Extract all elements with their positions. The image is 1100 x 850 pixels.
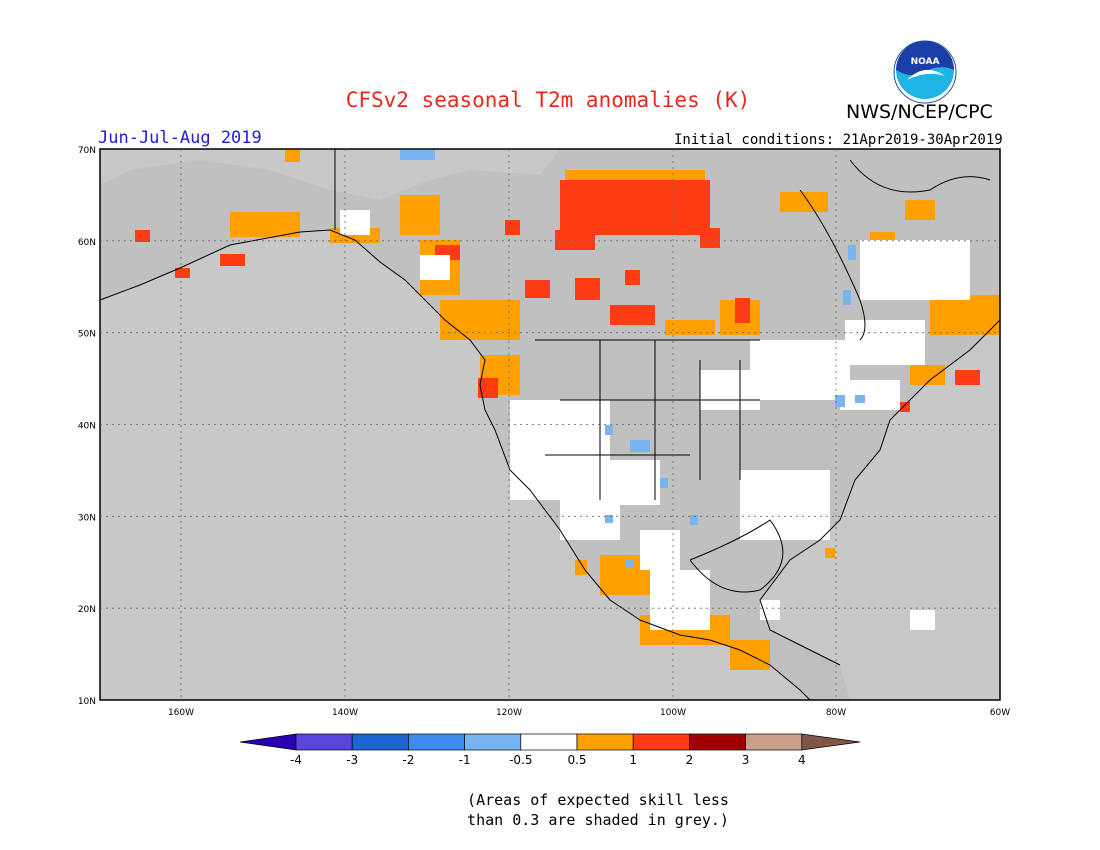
graticule bbox=[100, 149, 1000, 700]
longitude-labels: 160W 140W 120W 100W 80W 60W bbox=[168, 708, 1010, 718]
anomaly-cell bbox=[860, 240, 970, 300]
anomaly-cell bbox=[420, 255, 450, 280]
colorbar-segment bbox=[295, 733, 353, 751]
colorbar-label: -0.5 bbox=[509, 753, 532, 767]
lon-label: 100W bbox=[660, 708, 686, 718]
noaa-logo-icon: NOAA bbox=[893, 40, 957, 104]
colorbar-segment bbox=[351, 733, 409, 751]
colorbar-label: 3 bbox=[742, 753, 750, 767]
colorbar-segment bbox=[520, 733, 578, 751]
anomaly-cell bbox=[690, 515, 698, 525]
lat-label: 70N bbox=[78, 146, 96, 156]
season-label: Jun-Jul-Aug 2019 bbox=[98, 128, 262, 148]
anomaly-cell bbox=[855, 395, 865, 403]
lon-label: 80W bbox=[826, 708, 846, 718]
anomaly-cell bbox=[440, 300, 520, 340]
anomaly-cell bbox=[843, 290, 851, 305]
map-title: CFSv2 seasonal T2m anomalies (K) bbox=[345, 88, 751, 112]
anomaly-cell bbox=[285, 150, 300, 162]
anomaly-cell bbox=[220, 254, 245, 266]
anomaly-cells bbox=[135, 150, 1000, 670]
anomaly-cell bbox=[605, 515, 613, 523]
anomaly-cell bbox=[478, 378, 498, 398]
anomaly-cell bbox=[700, 228, 720, 248]
anomaly-cell bbox=[340, 210, 370, 235]
anomaly-cell bbox=[660, 478, 668, 488]
anomaly-map: 70N 60N 50N 40N 30N 20N 10N 160W 140W 120W 100W 80… bbox=[78, 146, 1010, 718]
colorbar-label: -2 bbox=[402, 753, 414, 767]
anomaly-cell bbox=[510, 400, 610, 500]
anomaly-cell bbox=[735, 298, 750, 323]
anomaly-cell bbox=[600, 460, 660, 505]
anomaly-cell bbox=[930, 295, 1000, 335]
colorbar-label: -3 bbox=[346, 753, 358, 767]
anomaly-cell bbox=[740, 470, 830, 540]
anomaly-cell bbox=[560, 180, 710, 235]
skill-note-line-1: (Areas of expected skill less bbox=[467, 791, 729, 809]
lat-label: 40N bbox=[78, 422, 96, 432]
anomaly-cell bbox=[825, 548, 835, 558]
colorbar-label: 4 bbox=[798, 753, 806, 767]
lat-label: 10N bbox=[78, 697, 96, 707]
lon-label: 120W bbox=[496, 708, 522, 718]
anomaly-cell bbox=[610, 305, 655, 325]
colorbar-label: -4 bbox=[290, 753, 302, 767]
agency-label: NWS/NCEP/CPC bbox=[846, 101, 993, 123]
anomaly-cell bbox=[575, 560, 587, 575]
colorbar-segment bbox=[689, 733, 746, 751]
anomaly-cell bbox=[400, 195, 440, 235]
anomaly-cell bbox=[955, 370, 980, 385]
anomaly-cell bbox=[555, 230, 595, 250]
noaa-logo-text: NOAA bbox=[911, 57, 940, 67]
lat-label: 50N bbox=[78, 330, 96, 340]
anomaly-cell bbox=[905, 200, 935, 220]
anomaly-cell bbox=[780, 192, 828, 212]
anomaly-cell bbox=[505, 220, 520, 235]
colorbar-label: 2 bbox=[686, 753, 694, 767]
colorbar-segment bbox=[632, 733, 690, 751]
anomaly-cell bbox=[605, 425, 613, 435]
coastline-and-borders bbox=[99, 149, 1001, 701]
anomaly-cell bbox=[845, 320, 925, 365]
colorbar: -4 -3 -2 -1 -0.5 0.5 1 2 3 4 bbox=[239, 733, 861, 767]
anomaly-cell bbox=[630, 440, 650, 452]
colorbar-segment bbox=[576, 733, 634, 751]
latitude-labels: 70N 60N 50N 40N 30N 20N 10N bbox=[78, 146, 96, 707]
colorbar-segment bbox=[408, 733, 465, 751]
anomaly-cell bbox=[575, 278, 600, 300]
lat-label: 30N bbox=[78, 513, 96, 523]
anomaly-cell bbox=[640, 530, 680, 570]
anomaly-cell bbox=[910, 365, 945, 385]
anomaly-cell bbox=[910, 610, 935, 630]
initial-conditions-label: Initial conditions: 21Apr2019-30Apr2019 bbox=[674, 132, 1003, 148]
skill-note-line-2: than 0.3 are shaded in grey.) bbox=[467, 811, 729, 829]
lat-label: 60N bbox=[78, 238, 96, 248]
colorbar-segment bbox=[464, 733, 522, 751]
anomaly-cell bbox=[135, 230, 150, 242]
colorbar-label: -1 bbox=[459, 753, 471, 767]
colorbar-label: 1 bbox=[629, 753, 637, 767]
anomaly-cell bbox=[900, 402, 910, 412]
anomaly-cell bbox=[840, 380, 900, 410]
anomaly-cell bbox=[625, 270, 640, 285]
anomaly-cell bbox=[750, 340, 850, 400]
colorbar-segment bbox=[745, 733, 803, 751]
anomaly-cell bbox=[835, 395, 845, 407]
anomaly-cell bbox=[625, 560, 633, 568]
lon-label: 60W bbox=[990, 708, 1010, 718]
lon-label: 140W bbox=[332, 708, 358, 718]
colorbar-arrow-left bbox=[239, 733, 297, 751]
lat-label: 20N bbox=[78, 605, 96, 615]
colorbar-label: 0.5 bbox=[567, 753, 586, 767]
anomaly-cell bbox=[230, 212, 300, 237]
colorbar-arrow-right bbox=[801, 733, 861, 751]
anomaly-cell bbox=[665, 320, 715, 335]
anomaly-cell bbox=[848, 245, 856, 260]
anomaly-cell bbox=[400, 150, 435, 160]
anomaly-cell bbox=[650, 570, 710, 630]
anomaly-cell bbox=[175, 268, 190, 278]
lon-label: 160W bbox=[168, 708, 194, 718]
anomaly-cell bbox=[525, 280, 550, 298]
